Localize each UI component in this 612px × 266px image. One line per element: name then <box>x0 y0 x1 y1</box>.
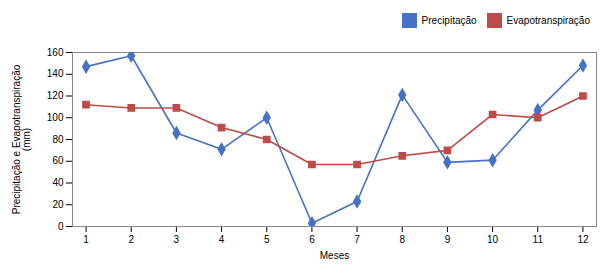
svg-text:6: 6 <box>309 234 315 245</box>
svg-text:1: 1 <box>83 234 89 245</box>
svg-text:3: 3 <box>174 234 180 245</box>
svg-text:80: 80 <box>52 134 64 145</box>
svg-text:11: 11 <box>533 234 544 245</box>
svg-text:Precipitação e Evapotranspiraç: Precipitação e Evapotranspiração(mm) <box>11 64 32 214</box>
svg-text:100: 100 <box>47 112 64 123</box>
svg-text:Meses: Meses <box>320 250 349 261</box>
svg-text:4: 4 <box>219 234 225 245</box>
svg-text:60: 60 <box>52 155 64 166</box>
svg-text:7: 7 <box>354 234 360 245</box>
svg-text:2: 2 <box>128 234 134 245</box>
html-text:Evapotranspiração: Evapotranspiração <box>506 15 590 26</box>
svg-text:9: 9 <box>445 234 451 245</box>
svg-text:12: 12 <box>577 234 589 245</box>
svg-text:160: 160 <box>47 47 64 58</box>
svg-text:8: 8 <box>399 234 405 245</box>
svg-text:40: 40 <box>52 177 64 188</box>
svg-text:140: 140 <box>47 68 64 79</box>
html-text:Precipitação: Precipitação <box>421 15 477 26</box>
svg-text:5: 5 <box>264 234 270 245</box>
svg-text:0: 0 <box>58 221 64 232</box>
svg-text:20: 20 <box>52 199 64 210</box>
svg-text:120: 120 <box>47 90 64 101</box>
svg-text:10: 10 <box>487 234 499 245</box>
